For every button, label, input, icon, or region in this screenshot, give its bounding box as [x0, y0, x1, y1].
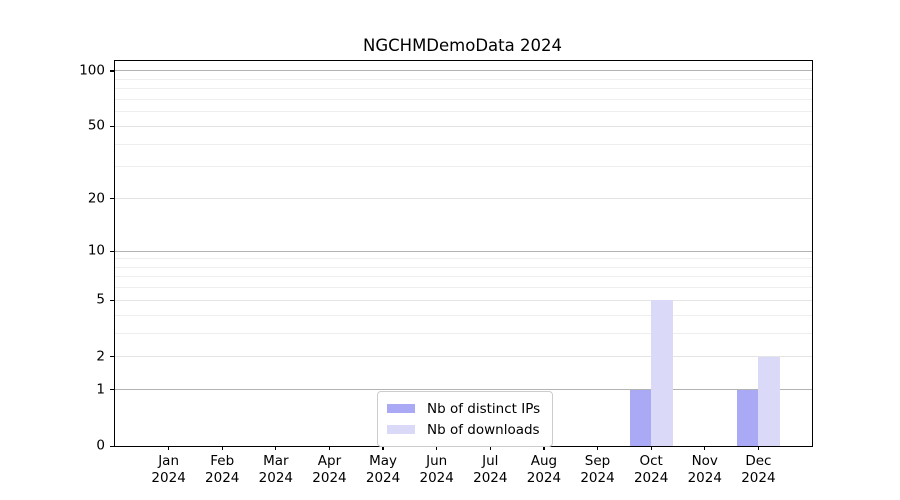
x-tick-year: 2024	[419, 469, 454, 486]
y-tick-mark	[110, 198, 114, 200]
legend: Nb of distinct IPs Nb of downloads	[377, 391, 554, 447]
x-tick-mark	[596, 446, 599, 450]
y-tick-mark	[110, 389, 114, 391]
chart-title: NGCHMDemoData 2024	[363, 36, 562, 55]
x-tick-year: 2024	[580, 469, 615, 486]
x-tick-month: Jul	[482, 453, 499, 469]
x-tick-month: Oct	[639, 453, 663, 469]
x-tick-month: Jun	[426, 453, 448, 469]
gridline	[115, 356, 812, 358]
gridline	[115, 314, 812, 316]
y-tick-mark	[110, 299, 114, 302]
y-tick-mark	[110, 70, 114, 72]
x-tick-label: Jun 2024	[401, 453, 473, 487]
y-tick-label: 2	[96, 347, 105, 364]
y-tick-label: 10	[87, 242, 105, 259]
gridline	[115, 125, 812, 127]
x-tick-year: 2024	[312, 469, 347, 486]
gridline	[115, 287, 812, 289]
x-tick-month: Aug	[530, 453, 558, 469]
x-tick-label: Dec 2024	[722, 453, 794, 487]
x-tick-year: 2024	[473, 469, 508, 486]
x-tick-year: 2024	[687, 469, 722, 486]
x-tick-month: Apr	[317, 453, 342, 469]
legend-item: Nb of distinct IPs	[387, 398, 540, 419]
x-tick-year: 2024	[633, 469, 669, 486]
y-tick-label: 50	[87, 117, 105, 134]
x-tick-mark	[328, 446, 331, 450]
gridline	[115, 266, 812, 268]
x-tick-label: Oct 2024	[615, 453, 687, 487]
x-tick-label: Jan 2024	[133, 453, 205, 487]
x-tick-year: 2024	[258, 469, 294, 486]
x-tick-month: Nov	[691, 453, 718, 469]
gridline	[115, 276, 812, 278]
bar	[629, 389, 652, 446]
gridline	[115, 111, 812, 113]
y-tick-mark	[110, 356, 114, 358]
y-tick-mark	[110, 250, 114, 252]
x-tick-label: Feb 2024	[186, 453, 258, 487]
gridline	[115, 299, 812, 301]
x-tick-mark	[757, 446, 759, 450]
y-tick-label: 100	[79, 62, 105, 79]
gridline	[115, 70, 812, 72]
y-tick-label: 20	[87, 189, 105, 206]
x-tick-mark	[275, 446, 277, 450]
x-tick-mark	[221, 446, 223, 450]
gridline	[115, 258, 812, 260]
x-tick-month: May	[369, 453, 398, 469]
gridline	[115, 389, 812, 391]
bar	[758, 356, 780, 446]
x-tick-year: 2024	[365, 469, 401, 486]
y-tick-mark	[110, 125, 114, 128]
gridline	[115, 332, 812, 334]
x-tick-label: Aug 2024	[508, 453, 580, 487]
bar	[651, 300, 673, 446]
plot-area: 0 1 2 5 10 20 50 100 Jan 2024 Feb 2024 Mar 2024 Apr 20…	[79, 60, 813, 486]
gridline	[115, 250, 812, 252]
x-tick-mark	[436, 446, 438, 450]
x-tick-mark	[168, 446, 170, 450]
x-tick-month: Jan	[158, 453, 180, 469]
x-tick-year: 2024	[151, 469, 186, 486]
x-tick-month: Mar	[263, 453, 289, 469]
x-tick-month: Feb	[210, 453, 235, 469]
x-tick-month: Dec	[745, 453, 772, 469]
x-tick-month: Sep	[584, 453, 611, 469]
x-tick-mark	[382, 446, 384, 450]
legend-swatch	[387, 425, 415, 434]
gridline	[115, 88, 812, 90]
legend-item-label: Nb of downloads	[427, 421, 540, 438]
x-tick-label: Mar 2024	[240, 453, 312, 487]
x-tick-mark	[650, 446, 652, 450]
x-tick-year: 2024	[741, 469, 776, 486]
x-tick-label: May 2024	[347, 453, 419, 487]
gridline	[115, 143, 812, 145]
x-tick-year: 2024	[526, 469, 562, 486]
y-tick-label: 5	[96, 291, 105, 308]
x-tick-label: Sep 2024	[562, 453, 634, 487]
gridline	[115, 98, 812, 100]
x-tick-label: Apr 2024	[293, 453, 365, 487]
x-tick-label: Nov 2024	[669, 453, 741, 487]
x-tick-mark	[489, 446, 491, 450]
legend-items: Nb of distinct IPs Nb of downloads	[387, 398, 540, 440]
x-tick-mark	[543, 446, 545, 450]
bar	[736, 389, 759, 446]
x-tick-mark	[704, 446, 706, 450]
x-tick-year: 2024	[205, 469, 240, 486]
y-tick-mark	[110, 445, 114, 447]
y-tick-label: 0	[96, 437, 105, 454]
gridline	[115, 78, 812, 80]
y-tick-label: 1	[96, 380, 105, 397]
legend-item: Nb of downloads	[387, 419, 540, 440]
x-tick-label: Jul 2024	[454, 453, 526, 487]
legend-item-label: Nb of distinct IPs	[427, 400, 541, 417]
gridline	[115, 166, 812, 168]
legend-swatch	[387, 404, 415, 413]
gridline	[115, 198, 812, 199]
